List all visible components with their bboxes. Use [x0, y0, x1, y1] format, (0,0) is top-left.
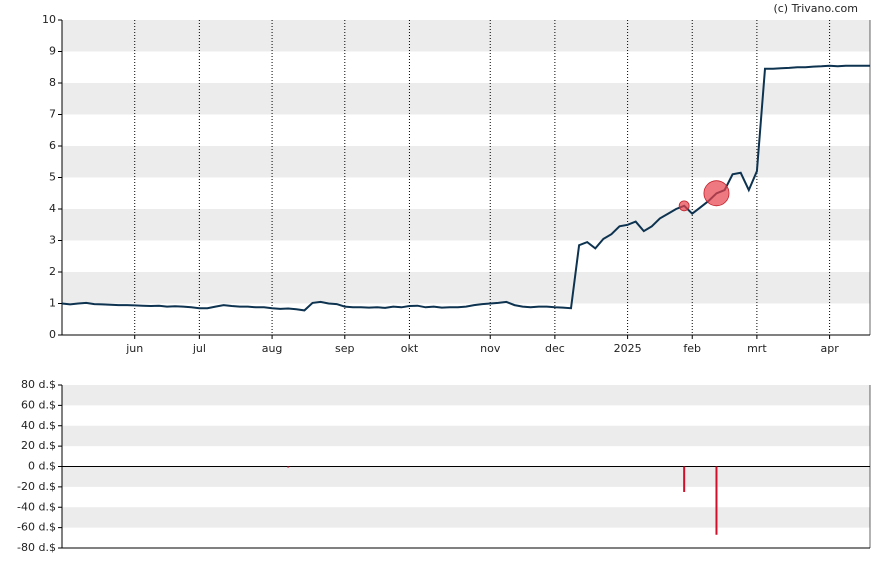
x-tick-label: feb: [683, 342, 701, 355]
y-tick-label: 7: [49, 108, 56, 121]
grid-band: [62, 507, 870, 528]
x-tick-label: nov: [480, 342, 501, 355]
trade-marker: [678, 200, 690, 212]
y-tick-label: 6: [49, 139, 56, 152]
y-tick-label: 40 d.$: [21, 419, 56, 432]
x-tick-label: sep: [335, 342, 354, 355]
grid-band: [62, 146, 870, 178]
credit: (c) Trivano.com: [773, 2, 858, 15]
x-tick-label: okt: [401, 342, 419, 355]
y-tick-label: -40 d.$: [17, 500, 56, 513]
x-tick-label: mrt: [747, 342, 767, 355]
y-tick-label: 10: [42, 13, 56, 26]
grid-band: [62, 425, 870, 447]
x-tick-label: 2025: [614, 342, 642, 355]
x-tick-label: dec: [545, 342, 565, 355]
y-tick-label: 4: [49, 202, 56, 215]
y-tick-label: 80 d.$: [21, 378, 56, 391]
bar: [287, 466, 290, 468]
y-tick-label: 1: [49, 297, 56, 310]
y-tick-label: -60 d.$: [17, 521, 56, 534]
bar: [715, 466, 718, 535]
bar: [683, 466, 686, 492]
grid-band: [62, 20, 870, 52]
trade-marker: [703, 180, 730, 207]
grid-band: [62, 466, 870, 487]
grid-band: [62, 83, 870, 115]
y-tick-label: 0 d.$: [28, 460, 56, 473]
x-tick-label: jul: [192, 342, 206, 355]
y-tick-label: -80 d.$: [17, 541, 56, 554]
grid-band: [62, 385, 870, 406]
y-tick-label: -20 d.$: [17, 480, 56, 493]
y-tick-label: 3: [49, 234, 56, 247]
grid-band: [62, 209, 870, 241]
y-tick-label: 60 d.$: [21, 398, 56, 411]
x-tick-label: apr: [820, 342, 839, 355]
y-tick-label: 8: [49, 76, 56, 89]
y-tick-label: 9: [49, 45, 56, 58]
y-tick-label: 5: [49, 171, 56, 184]
y-tick-label: 2: [49, 265, 56, 278]
y-tick-label: 20 d.$: [21, 439, 56, 452]
grid-band: [62, 272, 870, 304]
x-tick-label: jun: [125, 342, 143, 355]
price-line: [61, 64, 870, 312]
y-tick-label: 0: [49, 328, 56, 341]
x-tick-label: aug: [262, 342, 283, 355]
